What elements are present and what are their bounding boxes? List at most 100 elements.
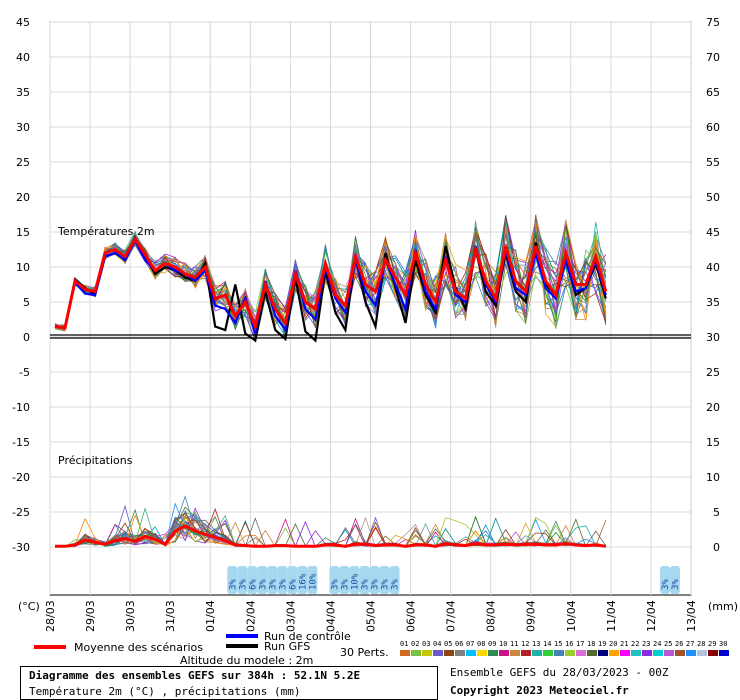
left-tick-label: 20: [16, 191, 30, 204]
date-tick-label: 01/04: [204, 600, 217, 632]
perturbation-swatch: [433, 650, 443, 656]
date-tick-label: 28/03: [44, 600, 57, 632]
perturbation-swatch: [686, 650, 696, 656]
perturbation-swatch: [631, 650, 641, 656]
perturbation-number: 20: [609, 640, 617, 648]
date-tick-label: 29/03: [84, 600, 97, 632]
snow-badge: [237, 566, 248, 594]
snow-badge: [669, 566, 680, 594]
left-tick-label: 0: [23, 331, 30, 344]
perturbation-number: 17: [576, 640, 584, 648]
perturbation-swatch: [708, 650, 718, 656]
perturbation-swatch: [510, 650, 520, 656]
date-tick-label: 07/04: [445, 600, 458, 632]
snow-percentage-label: 3%: [330, 579, 340, 590]
snow-badge: [339, 566, 350, 594]
perturbation-number: 10: [499, 640, 507, 648]
left-tick-label: 45: [16, 16, 30, 29]
left-tick-label: -5: [19, 366, 30, 379]
perturbation-swatch: [422, 650, 432, 656]
perturbation-swatch: [642, 650, 652, 656]
perturbation-number: 27: [686, 640, 694, 648]
date-tick-label: 13/04: [685, 600, 698, 632]
perturbation-number: 09: [488, 640, 496, 648]
left-tick-label: 5: [23, 296, 30, 309]
perturbation-number: 18: [587, 640, 595, 648]
perturbation-swatch: [620, 650, 630, 656]
altitude-label: Altitude du modele : 2m: [180, 654, 313, 667]
snow-badge: [349, 566, 360, 594]
snow-badge: [277, 566, 288, 594]
perturbation-swatch: [499, 650, 509, 656]
snow-percentage-label: 3%: [340, 579, 350, 590]
right-tick-label: 75: [706, 16, 720, 29]
right-tick-label: 50: [706, 191, 720, 204]
perturbation-swatch: [466, 650, 476, 656]
right-tick-label: 40: [706, 261, 720, 274]
perturbation-swatch: [565, 650, 575, 656]
snow-percentage-label: 3%: [360, 579, 370, 590]
left-tick-label: -30: [12, 541, 30, 554]
snow-badge: [379, 566, 390, 594]
left-tick-label: 35: [16, 86, 30, 99]
snow-badge: [267, 566, 278, 594]
snow-percentage-label: 16%: [298, 573, 308, 590]
date-tick-label: 02/04: [244, 600, 257, 632]
date-tick-label: 31/03: [164, 600, 177, 632]
right-tick-label: 20: [706, 401, 720, 414]
snow-badge: [389, 566, 400, 594]
perturbation-number: 08: [477, 640, 485, 648]
snow-percentage-label: 3%: [278, 579, 288, 590]
right-tick-label: 10: [706, 471, 720, 484]
perturbation-swatch: [576, 650, 586, 656]
footer-box: Diagramme des ensembles GEFS sur 384h : …: [20, 666, 438, 700]
right-tick-label: 70: [706, 51, 720, 64]
date-tick-label: 06/04: [405, 600, 418, 632]
snow-badge: [227, 566, 238, 594]
perturbation-number: 28: [697, 640, 705, 648]
right-tick-label: 55: [706, 156, 720, 169]
perturbation-number: 30: [719, 640, 727, 648]
perturbation-number: 11: [510, 640, 518, 648]
snow-badge: [297, 566, 308, 594]
perturbation-swatch: [554, 650, 564, 656]
date-tick-label: 08/04: [485, 600, 498, 632]
snow-badge: [329, 566, 340, 594]
left-tick-label: 15: [16, 226, 30, 239]
right-tick-label: 35: [706, 296, 720, 309]
perturbation-number: 14: [543, 640, 551, 648]
left-axis-unit: (°C): [18, 600, 40, 613]
perturbation-swatch: [543, 650, 553, 656]
perturbation-swatch: [653, 650, 663, 656]
left-tick-label: 30: [16, 121, 30, 134]
right-tick-label: 30: [706, 331, 720, 344]
perturbation-number: 25: [664, 640, 672, 648]
perturbation-swatch: [609, 650, 619, 656]
gfs-legend-label: Run GFS: [264, 640, 310, 653]
left-tick-label: 40: [16, 51, 30, 64]
perturbation-number: 23: [642, 640, 650, 648]
perturbation-swatch: [400, 650, 410, 656]
perturbation-swatch: [521, 650, 531, 656]
date-tick-label: 12/04: [645, 600, 658, 632]
right-tick-label: 15: [706, 436, 720, 449]
snow-percentage-label: 3%: [671, 579, 681, 590]
snow-badge: [369, 566, 380, 594]
date-tick-label: 11/04: [605, 600, 618, 632]
perturbation-swatch: [664, 650, 674, 656]
snow-badge: [247, 566, 258, 594]
left-tick-label: -10: [12, 401, 30, 414]
perturbation-number: 02: [411, 640, 419, 648]
snow-badge: [307, 566, 318, 594]
snow-badge: [287, 566, 298, 594]
snow-percentage-label: 3%: [258, 579, 268, 590]
right-tick-label: 65: [706, 86, 720, 99]
main-lines: [54, 235, 608, 548]
date-tick-label: 09/04: [525, 600, 538, 632]
perturbation-number: 04: [433, 640, 441, 648]
perturbation-swatch: [444, 650, 454, 656]
perturbation-number: 26: [675, 640, 683, 648]
perturbation-number: 12: [521, 640, 529, 648]
